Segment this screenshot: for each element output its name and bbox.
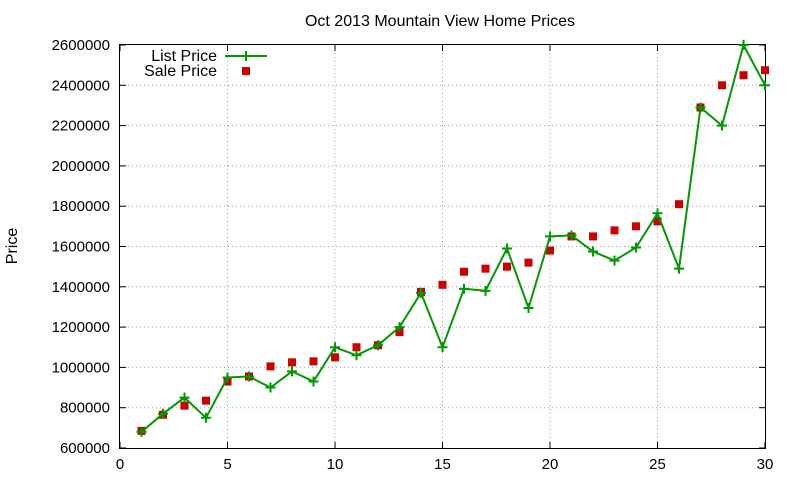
list-price-point bbox=[652, 208, 663, 219]
y-tick-label: 1800000 bbox=[52, 198, 110, 215]
axis-ticks: 0 5 10 15 20 25 30 600000 800000 1000000 1200000 14… bbox=[52, 37, 774, 473]
sale-price-point bbox=[739, 71, 748, 80]
list-price-point bbox=[265, 382, 276, 393]
legend-marker-sale-price bbox=[242, 67, 250, 75]
sale-price-point bbox=[546, 246, 554, 255]
list-price-point bbox=[523, 302, 534, 313]
legend-label-sale-price: Sale Price bbox=[144, 63, 217, 80]
sale-price-point bbox=[589, 232, 597, 241]
sale-price-point bbox=[610, 226, 619, 235]
y-axis-label: Price bbox=[4, 228, 21, 265]
y-tick-label: 2000000 bbox=[52, 158, 110, 175]
sale-price-point bbox=[675, 200, 683, 209]
sale-price-point bbox=[180, 401, 189, 410]
sale-price-point bbox=[524, 258, 533, 267]
list-price-point bbox=[394, 322, 405, 333]
plot-border bbox=[119, 44, 766, 449]
list-price-point bbox=[717, 120, 727, 131]
list-price-point bbox=[244, 371, 254, 382]
x-tick-label: 0 bbox=[116, 456, 124, 473]
list-price-point bbox=[738, 40, 749, 50]
legend: List Price Sale Price bbox=[144, 48, 267, 80]
list-price-point bbox=[588, 246, 598, 257]
x-tick-label: 25 bbox=[649, 456, 666, 473]
sale-price-point bbox=[761, 66, 769, 75]
list-price-point bbox=[695, 102, 706, 113]
x-tick-label: 10 bbox=[327, 456, 344, 473]
legend-label-list-price: List Price bbox=[151, 48, 217, 65]
y-tick-label: 2400000 bbox=[52, 77, 110, 94]
y-tick-label: 1000000 bbox=[52, 359, 110, 376]
sale-price-point bbox=[503, 262, 511, 271]
sale-price-point bbox=[481, 264, 490, 273]
sale-price-point bbox=[632, 222, 640, 231]
list-price-point bbox=[351, 350, 362, 361]
list-price-point bbox=[760, 80, 770, 91]
list-price-point bbox=[459, 283, 469, 294]
sale-price-point bbox=[718, 81, 726, 90]
sale-price-point bbox=[395, 328, 404, 337]
list-price-point bbox=[373, 340, 383, 351]
list-price-point bbox=[416, 287, 426, 298]
series-layer bbox=[136, 40, 770, 437]
list-price-point bbox=[437, 342, 448, 353]
list-price-point bbox=[545, 231, 555, 242]
sale-price-point bbox=[288, 358, 296, 367]
y-tick-label: 2600000 bbox=[52, 37, 110, 54]
sale-price-point bbox=[266, 362, 275, 371]
y-tick-label: 800000 bbox=[60, 400, 110, 417]
y-tick-label: 1400000 bbox=[52, 279, 110, 296]
list-price-point bbox=[308, 376, 319, 387]
list-price-point bbox=[136, 426, 147, 437]
sale-price-point bbox=[460, 267, 468, 276]
list-price-point bbox=[631, 242, 641, 253]
x-tick-label: 5 bbox=[223, 456, 231, 473]
sale-price-point bbox=[331, 353, 339, 362]
list-price-point bbox=[330, 342, 340, 353]
sale-price-point bbox=[309, 357, 318, 366]
sale-price-point bbox=[653, 217, 662, 226]
list-price-line bbox=[140, 42, 766, 433]
list-price-point bbox=[287, 366, 297, 377]
list-price-point bbox=[179, 392, 190, 403]
list-price-point bbox=[674, 263, 684, 274]
sale-price-point bbox=[202, 396, 210, 405]
y-tick-label: 2200000 bbox=[52, 118, 110, 135]
y-tick-label: 1600000 bbox=[52, 239, 110, 256]
list-price-point bbox=[609, 255, 620, 266]
legend-marker-list-price bbox=[241, 51, 251, 61]
list-price-point bbox=[480, 285, 491, 296]
list-price-point bbox=[201, 412, 211, 423]
list-price-point bbox=[222, 372, 233, 383]
x-tick-label: 20 bbox=[542, 456, 559, 473]
list-price-point bbox=[502, 243, 512, 254]
chart-title: Oct 2013 Mountain View Home Prices bbox=[305, 13, 575, 30]
list-price-point bbox=[158, 408, 168, 419]
sale-price-point bbox=[352, 343, 361, 352]
y-tick-label: 600000 bbox=[60, 440, 110, 457]
x-tick-label: 30 bbox=[757, 456, 774, 473]
list-price-point bbox=[566, 230, 577, 241]
y-tick-label: 1200000 bbox=[52, 319, 110, 336]
x-tick-label: 15 bbox=[434, 456, 451, 473]
grid-lines bbox=[120, 45, 765, 448]
sale-price-point bbox=[438, 280, 447, 289]
